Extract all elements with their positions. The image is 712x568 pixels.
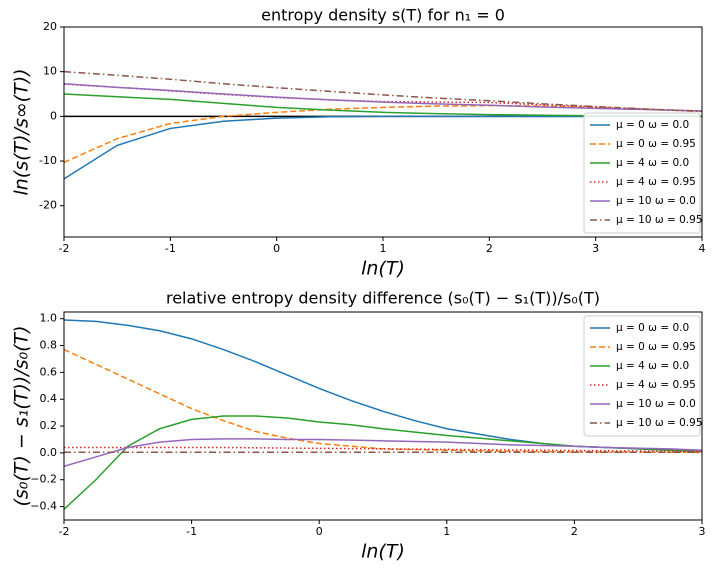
legend-label: μ = 4 ω = 0.0 xyxy=(616,157,689,169)
y-tick-label: 0.4 xyxy=(40,392,58,405)
x-tick-label: 1 xyxy=(380,242,387,255)
chart-title: entropy density s(T) for n₁ = 0 xyxy=(261,6,505,25)
y-tick-label: 0.8 xyxy=(40,339,58,352)
legend-label: μ = 0 ω = 0.0 xyxy=(616,322,689,334)
x-tick-label: -1 xyxy=(165,242,176,255)
plot-frame xyxy=(63,26,703,238)
legend-box xyxy=(583,315,701,437)
series-line xyxy=(64,438,702,468)
legend-label: μ = 4 ω = 0.95 xyxy=(616,379,696,391)
y-axis-label: (s₀(T) − s₁(T))/s₀(T) xyxy=(11,325,33,506)
x-tick-label: 0 xyxy=(273,242,280,255)
legend-label: μ = 4 ω = 0.95 xyxy=(616,176,696,188)
x-tick-label: 3 xyxy=(699,525,706,538)
plot-frame xyxy=(63,311,703,521)
y-tick-label: 1.0 xyxy=(40,312,58,325)
legend-label: μ = 0 ω = 0.95 xyxy=(616,138,696,150)
y-tick-label: 0.6 xyxy=(40,365,58,378)
y-tick-label: 0 xyxy=(50,109,57,122)
x-tick-label: 4 xyxy=(699,242,706,255)
x-axis-label: ln(T) xyxy=(361,541,405,563)
y-tick-label: −0.2 xyxy=(30,473,57,486)
y-tick-label: 0.2 xyxy=(40,419,58,432)
y-tick-label: -20 xyxy=(39,199,57,212)
y-tick-label: -10 xyxy=(39,154,57,167)
legend-label: μ = 4 ω = 0.0 xyxy=(616,360,689,372)
y-tick-label: 0.0 xyxy=(40,446,58,459)
series-line xyxy=(64,348,702,454)
x-tick-label: 2 xyxy=(486,242,493,255)
x-tick-label: -1 xyxy=(186,525,197,538)
plot-area xyxy=(64,319,702,510)
series-line xyxy=(64,82,702,112)
legend-label: μ = 10 ω = 0.95 xyxy=(616,214,703,226)
legend-label: μ = 0 ω = 0.95 xyxy=(616,341,696,353)
y-axis-label: ln(s(T)/s∞(T)) xyxy=(11,68,33,195)
legend-label: μ = 0 ω = 0.0 xyxy=(616,119,689,131)
x-axis-label: ln(T) xyxy=(361,258,405,280)
legend-box xyxy=(583,112,701,234)
x-tick-label: 1 xyxy=(443,525,450,538)
x-tick-label: 3 xyxy=(592,242,599,255)
x-tick-label: -2 xyxy=(59,525,70,538)
y-tick-label: 20 xyxy=(43,20,57,33)
x-tick-label: -2 xyxy=(59,242,70,255)
x-tick-label: 2 xyxy=(571,525,578,538)
legend-label: μ = 10 ω = 0.95 xyxy=(616,417,703,429)
y-tick-label: −0.4 xyxy=(30,500,57,513)
y-tick-label: 10 xyxy=(43,65,57,78)
legend-label: μ = 10 ω = 0.0 xyxy=(616,398,696,410)
series-line xyxy=(64,70,702,113)
x-tick-label: 0 xyxy=(316,525,323,538)
chart-title: relative entropy density difference (s₀(… xyxy=(166,289,600,308)
legend-label: μ = 10 ω = 0.0 xyxy=(616,195,696,207)
series-line xyxy=(64,104,702,164)
